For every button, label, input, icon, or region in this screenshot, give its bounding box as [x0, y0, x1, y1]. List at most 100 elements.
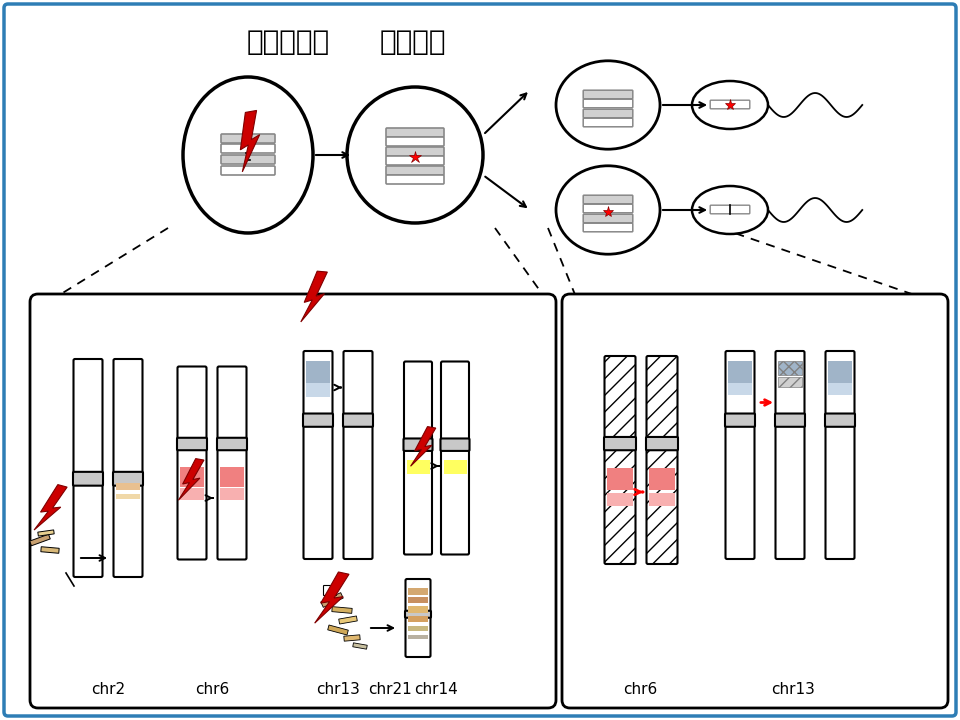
Text: chr2: chr2 [91, 683, 125, 698]
FancyBboxPatch shape [221, 134, 275, 143]
FancyBboxPatch shape [726, 351, 755, 559]
Ellipse shape [692, 186, 768, 234]
Bar [607, 492, 633, 505]
Bar [408, 588, 428, 595]
FancyBboxPatch shape [73, 472, 103, 486]
FancyBboxPatch shape [584, 204, 633, 213]
Bar [408, 634, 428, 639]
FancyBboxPatch shape [217, 438, 247, 450]
FancyBboxPatch shape [113, 359, 142, 577]
FancyBboxPatch shape [725, 413, 755, 427]
FancyBboxPatch shape [405, 579, 430, 657]
FancyBboxPatch shape [710, 205, 750, 214]
Bar [306, 361, 330, 383]
FancyBboxPatch shape [386, 147, 444, 156]
FancyBboxPatch shape [324, 585, 337, 595]
Text: chr14: chr14 [414, 683, 458, 698]
Polygon shape [344, 635, 360, 642]
FancyBboxPatch shape [562, 294, 948, 708]
FancyBboxPatch shape [776, 351, 804, 559]
Bar [649, 468, 675, 490]
Bar [728, 383, 752, 395]
Bar [116, 483, 140, 490]
FancyBboxPatch shape [221, 166, 275, 175]
FancyBboxPatch shape [441, 361, 469, 554]
Bar [778, 361, 802, 374]
Polygon shape [352, 643, 368, 649]
FancyBboxPatch shape [710, 100, 750, 109]
Text: chr13: chr13 [771, 683, 815, 698]
FancyBboxPatch shape [386, 156, 444, 165]
Polygon shape [34, 485, 67, 530]
FancyBboxPatch shape [605, 356, 636, 564]
Bar [649, 492, 675, 505]
Bar [406, 460, 429, 474]
FancyBboxPatch shape [584, 118, 633, 127]
FancyBboxPatch shape [178, 366, 206, 559]
Ellipse shape [347, 87, 483, 223]
Polygon shape [332, 607, 352, 613]
FancyBboxPatch shape [386, 128, 444, 137]
FancyBboxPatch shape [386, 166, 444, 175]
Polygon shape [30, 534, 50, 546]
Bar [444, 460, 467, 474]
FancyBboxPatch shape [584, 195, 633, 204]
FancyBboxPatch shape [584, 90, 633, 99]
Polygon shape [41, 546, 60, 553]
Bar [408, 626, 428, 631]
Bar [220, 467, 244, 487]
FancyBboxPatch shape [584, 109, 633, 118]
Text: chr13: chr13 [316, 683, 360, 698]
Polygon shape [327, 625, 348, 635]
FancyBboxPatch shape [303, 351, 332, 559]
FancyBboxPatch shape [386, 137, 444, 146]
FancyBboxPatch shape [405, 611, 431, 618]
FancyBboxPatch shape [441, 438, 469, 451]
FancyBboxPatch shape [826, 351, 854, 559]
Ellipse shape [556, 60, 660, 149]
Polygon shape [179, 459, 204, 500]
Polygon shape [339, 616, 357, 624]
FancyBboxPatch shape [584, 223, 633, 232]
FancyBboxPatch shape [218, 366, 247, 559]
Polygon shape [300, 271, 327, 322]
FancyBboxPatch shape [646, 437, 678, 450]
FancyBboxPatch shape [344, 351, 372, 559]
FancyBboxPatch shape [30, 294, 556, 708]
Ellipse shape [692, 81, 768, 129]
FancyBboxPatch shape [343, 413, 373, 427]
Polygon shape [315, 572, 349, 623]
Bar [408, 606, 428, 613]
FancyBboxPatch shape [303, 413, 333, 427]
Polygon shape [321, 593, 344, 608]
FancyBboxPatch shape [775, 413, 805, 427]
Bar [408, 616, 428, 622]
FancyBboxPatch shape [221, 144, 275, 153]
FancyBboxPatch shape [403, 438, 433, 451]
Bar [306, 383, 330, 397]
Polygon shape [240, 110, 260, 172]
FancyBboxPatch shape [221, 155, 275, 164]
Ellipse shape [183, 77, 313, 233]
Text: 減数分裂: 減数分裂 [380, 28, 446, 56]
Bar [607, 468, 633, 490]
Text: chr6: chr6 [623, 683, 658, 698]
Text: chr6: chr6 [195, 683, 229, 698]
Polygon shape [37, 530, 54, 536]
FancyBboxPatch shape [604, 437, 636, 450]
Ellipse shape [556, 166, 660, 254]
FancyBboxPatch shape [74, 359, 103, 577]
FancyBboxPatch shape [386, 175, 444, 184]
Bar [180, 467, 204, 487]
FancyBboxPatch shape [646, 356, 678, 564]
Bar [728, 361, 752, 383]
Bar [828, 383, 852, 395]
Bar [180, 487, 204, 500]
FancyBboxPatch shape [825, 413, 855, 427]
FancyBboxPatch shape [404, 361, 432, 554]
Bar [116, 494, 140, 499]
Bar [408, 597, 428, 603]
FancyBboxPatch shape [584, 99, 633, 108]
Bar [828, 361, 852, 383]
Text: chr21: chr21 [368, 683, 412, 698]
